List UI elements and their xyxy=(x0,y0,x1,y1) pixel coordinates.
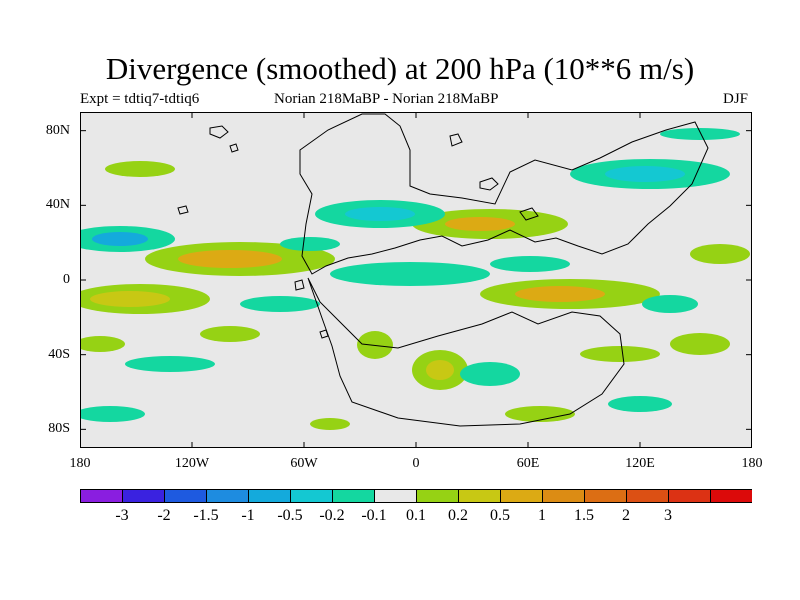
colorbar-label: -2 xyxy=(157,507,171,524)
lon-tick-label: 180 xyxy=(69,456,91,471)
negative-blob xyxy=(660,128,740,140)
negative-blob xyxy=(608,396,672,412)
positive-blob xyxy=(505,406,575,422)
positive-blob xyxy=(310,418,350,430)
coastline-island xyxy=(479,177,499,191)
colorbar-label: 3 xyxy=(664,507,672,524)
plot-title: Divergence (smoothed) at 200 hPa (10**6 … xyxy=(105,51,695,86)
positive-blob xyxy=(426,360,454,380)
negative-blob xyxy=(460,362,520,386)
lon-tick-label: 0 xyxy=(412,456,420,471)
coastline-island xyxy=(209,125,229,139)
lat-tick-label: 0 xyxy=(63,272,70,287)
negative-blob xyxy=(605,166,685,182)
colorbar-label: 1 xyxy=(538,507,546,524)
season-label: DJF xyxy=(723,91,749,107)
negative-blob xyxy=(125,356,215,372)
positive-blob xyxy=(670,333,730,355)
experiment-label: Expt = tdtiq7-tdtiq6 xyxy=(80,91,200,107)
colorbar-swatch xyxy=(626,489,669,503)
positive-blob xyxy=(690,244,750,264)
colorbar-swatch xyxy=(290,489,333,503)
colorbar-swatch xyxy=(584,489,627,503)
coastline-island xyxy=(449,133,463,147)
colorbar-swatch xyxy=(248,489,291,503)
colorbar-swatch xyxy=(374,489,417,503)
colorbar-label: 0.1 xyxy=(406,507,426,524)
positive-blob xyxy=(105,161,175,177)
negative-blob xyxy=(240,296,320,312)
coastline-island xyxy=(229,143,239,153)
colorbar-swatch xyxy=(542,489,585,503)
negative-blob xyxy=(345,207,415,221)
colorbar-swatch xyxy=(206,489,249,503)
colorbar-label: -1 xyxy=(241,507,255,524)
positive-blob xyxy=(200,326,260,342)
colorbar-swatch xyxy=(164,489,207,503)
coastline-laurasia xyxy=(299,113,709,275)
colorbar-label: -1.5 xyxy=(193,507,219,524)
lat-tick-label: 80S xyxy=(48,421,70,437)
colorbar-label: -3 xyxy=(115,507,129,524)
positive-blob xyxy=(445,217,515,231)
negative-blob xyxy=(642,295,698,313)
colorbar-label: -0.1 xyxy=(361,507,387,524)
colorbar-swatch xyxy=(332,489,375,503)
coastline-island xyxy=(177,205,189,215)
colorbar-swatch xyxy=(710,489,753,503)
coastline-island xyxy=(319,329,329,339)
coastline-island xyxy=(294,279,305,291)
negative-divergence-fields xyxy=(80,128,740,422)
negative-blob xyxy=(280,237,340,251)
negative-blob xyxy=(80,406,145,422)
colorbar xyxy=(80,489,753,503)
colorbar-swatch xyxy=(80,489,123,503)
lat-tick-label: 40N xyxy=(45,197,70,213)
colorbar-swatch xyxy=(500,489,543,503)
positive-blob xyxy=(580,346,660,362)
lon-tick-label: 120E xyxy=(625,456,655,471)
negative-blob xyxy=(490,256,570,272)
positive-divergence-fields xyxy=(80,161,750,430)
colorbar-swatch xyxy=(458,489,501,503)
period-label: Norian 218MaBP - Norian 218MaBP xyxy=(274,91,499,107)
colorbar-label: 0.5 xyxy=(490,507,510,524)
negative-blob xyxy=(330,262,490,286)
map-panel xyxy=(80,112,752,448)
colorbar-swatch xyxy=(122,489,165,503)
colorbar-label: 1.5 xyxy=(574,507,594,524)
positive-blob xyxy=(90,291,170,307)
lat-tick-label: 80N xyxy=(45,122,70,138)
coastline-gondwana xyxy=(307,277,625,427)
colorbar-label: -0.2 xyxy=(319,507,345,524)
colorbar-swatch xyxy=(416,489,459,503)
negative-blob xyxy=(92,232,148,246)
lat-tick-label: 40S xyxy=(48,346,70,362)
positive-blob xyxy=(178,250,282,268)
colorbar-label: 0.2 xyxy=(448,507,468,524)
colorbar-swatch xyxy=(668,489,711,503)
coastline-island xyxy=(519,207,539,221)
colorbar-label: 2 xyxy=(622,507,630,524)
positive-blob xyxy=(515,286,605,302)
colorbar-label: -0.5 xyxy=(277,507,303,524)
lon-tick-label: 60W xyxy=(290,456,318,471)
positive-blob xyxy=(80,336,125,352)
lon-tick-label: 180 xyxy=(741,456,763,471)
divergence-map xyxy=(80,112,752,448)
colorbar-swatches xyxy=(80,489,753,503)
lon-tick-label: 60E xyxy=(516,456,540,471)
map-tick-marks xyxy=(80,112,752,448)
lon-tick-label: 120W xyxy=(174,456,210,471)
coastlines xyxy=(177,113,709,427)
